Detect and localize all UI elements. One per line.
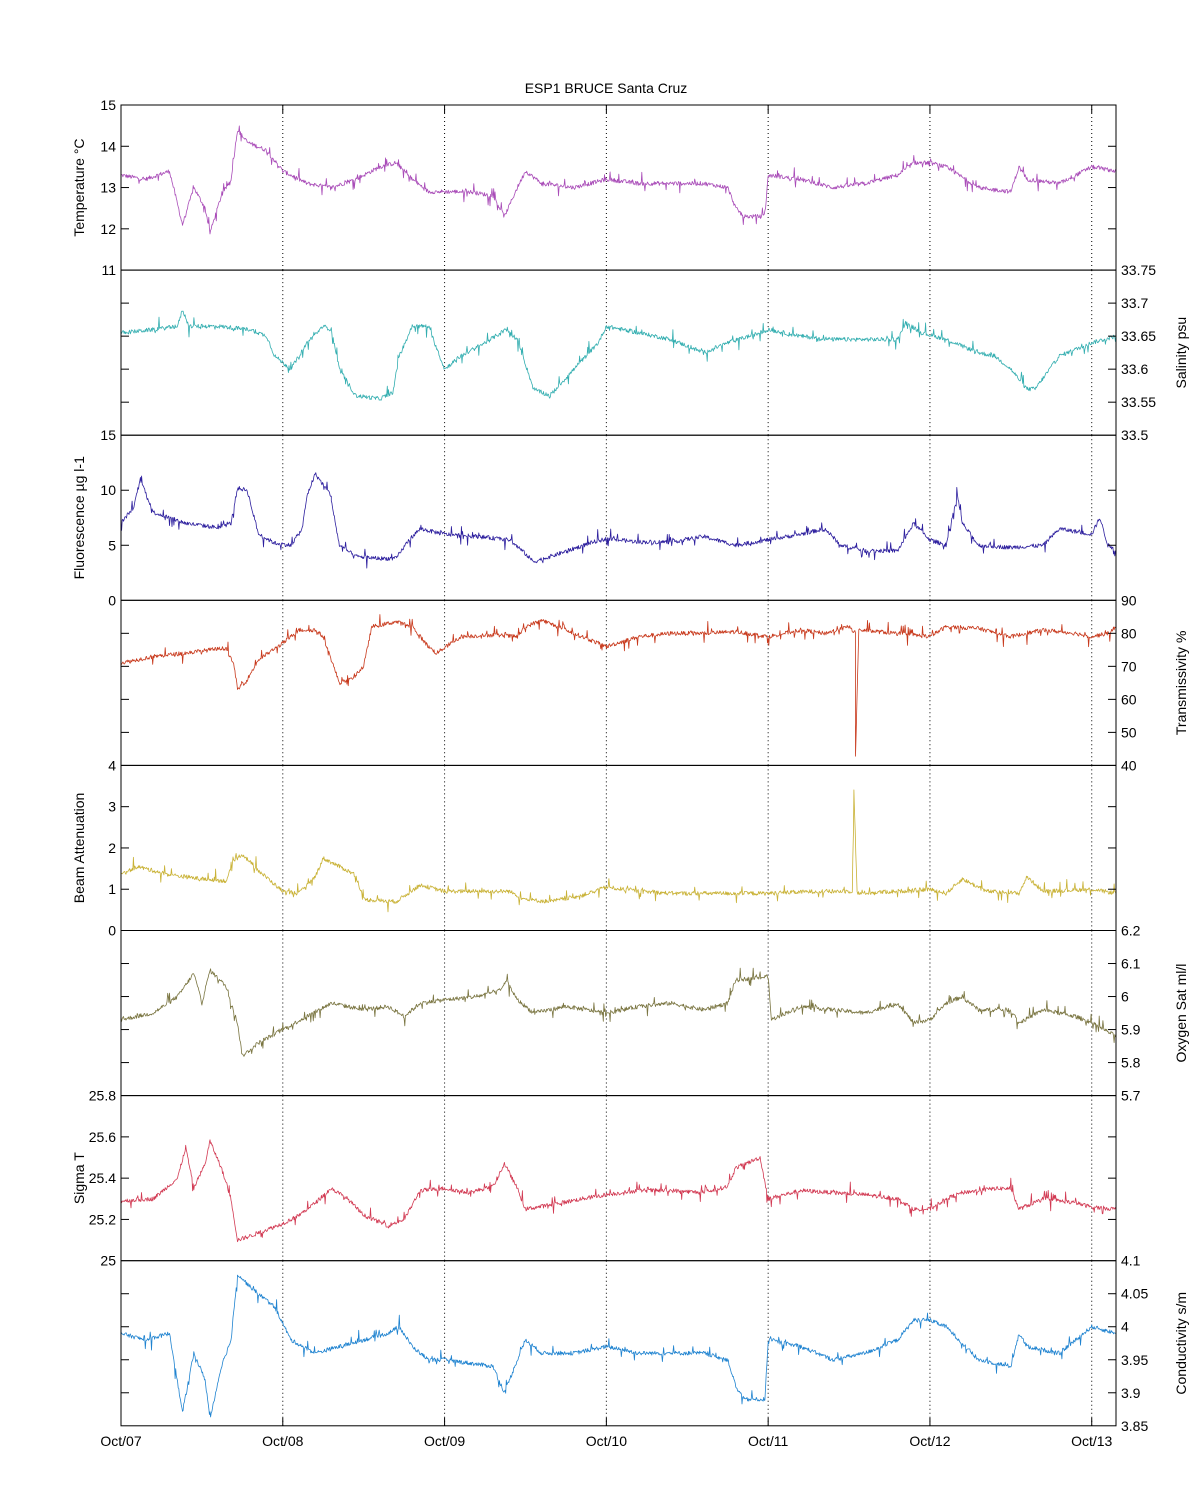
y-edge-label-top: 4.1 bbox=[1121, 1253, 1141, 1269]
y-tick-label: 33.7 bbox=[1121, 295, 1148, 311]
y-edge-label-top: 15 bbox=[100, 97, 116, 113]
y-axis-label-temperature: Temperature °C bbox=[71, 138, 87, 236]
y-edge-label-bottom: 0 bbox=[108, 592, 116, 608]
panel-frame bbox=[120, 599, 1117, 766]
y-edge-label-top: 90 bbox=[1121, 592, 1137, 608]
y-tick-label: 3.95 bbox=[1121, 1352, 1148, 1368]
y-axis-label-oxygen_sat: Oxygen Sat ml/l bbox=[1173, 964, 1189, 1063]
data-line-temperature bbox=[120, 125, 1117, 235]
y-tick-label: 33.6 bbox=[1121, 361, 1148, 377]
panel-frame bbox=[120, 1095, 1117, 1262]
x-tick-label: Oct/09 bbox=[424, 1433, 465, 1449]
panel-sigma_t: 25.2 25.4 25.6 25.8 25 Sigma T bbox=[71, 1088, 1117, 1269]
y-tick-label: 13 bbox=[100, 180, 116, 196]
y-edge-label-top: 6.2 bbox=[1121, 923, 1141, 939]
y-axis-label-sigma_t: Sigma T bbox=[71, 1152, 87, 1204]
y-tick-label: 25.6 bbox=[89, 1129, 116, 1145]
y-tick-label: 3.9 bbox=[1121, 1385, 1141, 1401]
y-tick-label: 50 bbox=[1121, 724, 1137, 740]
x-tick-label: Oct/08 bbox=[262, 1433, 303, 1449]
y-tick-label: 14 bbox=[100, 138, 116, 154]
y-tick-label: 4 bbox=[1121, 1319, 1129, 1335]
y-tick-label: 25.2 bbox=[89, 1211, 116, 1227]
y-edge-label-bottom: 40 bbox=[1121, 757, 1137, 773]
y-edge-label-bottom: 5.7 bbox=[1121, 1088, 1141, 1104]
y-tick-label: 6.1 bbox=[1121, 956, 1141, 972]
y-edge-label-bottom: 3.85 bbox=[1121, 1418, 1148, 1434]
y-tick-label: 5.9 bbox=[1121, 1022, 1141, 1038]
y-tick-label: 2 bbox=[108, 840, 116, 856]
panel-beam_attenuation: 1 2 3 4 0 Beam Attenuation bbox=[71, 757, 1117, 939]
data-line-oxygen_sat bbox=[120, 967, 1117, 1057]
y-tick-label: 4.05 bbox=[1121, 1286, 1148, 1302]
data-line-transmissivity bbox=[120, 614, 1117, 757]
y-tick-label: 33.55 bbox=[1121, 394, 1156, 410]
y-tick-label: 1 bbox=[108, 881, 116, 897]
y-tick-label: 5 bbox=[108, 537, 116, 553]
panel-temperature: 12 13 14 15 11 Temperature °C bbox=[71, 97, 1117, 278]
data-line-beam_attenuation bbox=[120, 789, 1117, 913]
chart-title: ESP1 BRUCE Santa Cruz bbox=[525, 80, 688, 96]
x-tick-label: Oct/13 bbox=[1071, 1433, 1112, 1449]
panel-conductivity: 3.9 3.95 4 4.05 4.1 3.85 Conductivity s/m bbox=[120, 1253, 1189, 1434]
panel-transmissivity: 50 60 70 80 90 40 Transmissivity % bbox=[120, 592, 1189, 773]
y-tick-label: 25.4 bbox=[89, 1170, 116, 1186]
y-tick-label: 6 bbox=[1121, 989, 1129, 1005]
x-tick-label: Oct/07 bbox=[100, 1433, 141, 1449]
data-line-fluorescence bbox=[120, 472, 1117, 569]
y-tick-label: 10 bbox=[100, 482, 116, 498]
panel-frame bbox=[120, 1260, 1117, 1427]
y-edge-label-bottom: 11 bbox=[101, 262, 116, 278]
data-line-sigma_t bbox=[120, 1139, 1117, 1243]
y-axis-label-salinity: Salinity psu bbox=[1173, 317, 1189, 389]
panel-frame bbox=[120, 764, 1117, 932]
y-edge-label-top: 25.8 bbox=[89, 1088, 116, 1104]
y-tick-label: 5.8 bbox=[1121, 1055, 1141, 1071]
panel-fluorescence: 5 10 15 0 Fluorescence µg l-1 bbox=[71, 427, 1117, 608]
y-tick-label: 60 bbox=[1121, 691, 1137, 707]
panel-salinity: 33.55 33.6 33.65 33.7 33.75 33.5 Salinity psu bbox=[120, 262, 1189, 443]
y-tick-label: 12 bbox=[100, 221, 116, 237]
y-edge-label-top: 15 bbox=[100, 427, 116, 443]
data-line-conductivity bbox=[120, 1274, 1116, 1418]
panel-frame bbox=[120, 269, 1117, 436]
y-axis-label-conductivity: Conductivity s/m bbox=[1173, 1292, 1189, 1395]
y-tick-label: 70 bbox=[1121, 658, 1137, 674]
y-tick-label: 80 bbox=[1121, 625, 1137, 641]
y-edge-label-top: 4 bbox=[108, 757, 116, 773]
panel-frame bbox=[120, 930, 1117, 1097]
y-tick-label: 3 bbox=[108, 799, 116, 815]
y-axis-label-fluorescence: Fluorescence µg l-1 bbox=[71, 456, 87, 579]
x-tick-label: Oct/12 bbox=[909, 1433, 950, 1449]
x-tick-label: Oct/11 bbox=[748, 1433, 788, 1449]
x-tick-label: Oct/10 bbox=[586, 1433, 627, 1449]
y-axis-label-beam_attenuation: Beam Attenuation bbox=[71, 793, 87, 904]
y-axis-label-transmissivity: Transmissivity % bbox=[1173, 631, 1189, 736]
y-edge-label-bottom: 33.5 bbox=[1121, 427, 1148, 443]
y-tick-label: 33.65 bbox=[1121, 328, 1156, 344]
y-edge-label-top: 33.75 bbox=[1121, 262, 1156, 278]
panel-frame bbox=[120, 434, 1117, 601]
data-line-salinity bbox=[120, 310, 1117, 401]
y-edge-label-bottom: 0 bbox=[108, 923, 116, 939]
panel-oxygen_sat: 5.8 5.9 6 6.1 6.2 5.7 Oxygen Sat ml/l bbox=[120, 923, 1189, 1104]
x-axis: Oct/07 Oct/08 Oct/09 Oct/10 Oct/11 Oct/12 Oct/… bbox=[100, 105, 1113, 1449]
y-edge-label-bottom: 25 bbox=[100, 1253, 116, 1269]
